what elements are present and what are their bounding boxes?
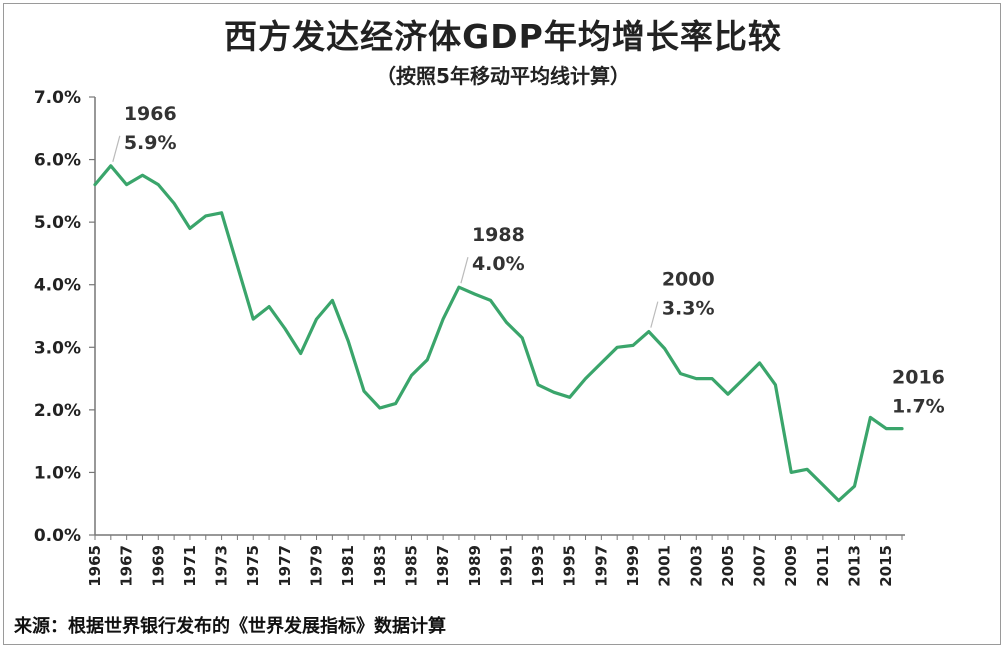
x-tick-label: 2007 xyxy=(751,545,769,587)
annotation-value: 3.3% xyxy=(662,298,715,320)
series-line xyxy=(93,164,904,503)
x-tick-label: 1997 xyxy=(592,545,610,587)
y-tick-labels: 0.0% 1.0% 2.0% 3.0% 4.0% 5.0% 6.0% 7.0% xyxy=(34,88,81,546)
x-tick-label: 2001 xyxy=(656,545,674,587)
y-tick-label: 0.0% xyxy=(34,526,81,546)
chart-frame xyxy=(3,3,1001,645)
annotation-year: 1966 xyxy=(124,103,177,125)
chart-title: 西方发达经济体GDP年均增长率比较 xyxy=(224,17,782,56)
x-tick-label: 1995 xyxy=(561,545,579,587)
y-tick-label: 2.0% xyxy=(34,401,81,421)
y-tick-label: 1.0% xyxy=(34,463,81,483)
annotation-leader xyxy=(460,257,469,284)
annotation-value: 1.7% xyxy=(892,396,945,418)
annotations: 1966 5.9% 1988 4.0% 2000 3.3% 2016 1.7% xyxy=(112,103,945,418)
y-tick-label: 4.0% xyxy=(34,276,81,296)
annotation-year: 2016 xyxy=(892,367,945,389)
annotation-value: 4.0% xyxy=(472,253,525,275)
x-tick-label: 1977 xyxy=(276,545,294,587)
axes xyxy=(89,96,905,540)
x-tick-label: 1965 xyxy=(86,545,104,587)
x-tick-label: 1999 xyxy=(624,545,642,587)
x-tick-label: 1967 xyxy=(118,545,136,587)
x-tick-label: 1983 xyxy=(371,545,389,587)
annotation-year: 2000 xyxy=(662,269,715,291)
x-tick-label: 2009 xyxy=(782,545,800,587)
x-tick-label: 1989 xyxy=(466,545,484,587)
x-tick-labels: 1965 1967 1969 1971 1973 1975 1977 1979 1981 1983… xyxy=(86,545,895,587)
annotation-leader xyxy=(650,301,659,328)
y-tick-label: 6.0% xyxy=(34,151,81,171)
chart-subtitle: （按照5年移动平均线计算） xyxy=(376,64,630,88)
y-tick-label: 3.0% xyxy=(34,338,81,358)
annotation-value: 5.9% xyxy=(124,132,177,154)
x-tick-label: 1971 xyxy=(181,545,199,587)
x-tick-label: 1975 xyxy=(244,545,262,587)
y-tick-label: 7.0% xyxy=(34,88,81,108)
annotation-year: 1988 xyxy=(472,224,525,246)
annotation-leader xyxy=(112,135,121,162)
x-tick-label: 1993 xyxy=(529,545,547,587)
x-tick-label: 1981 xyxy=(339,545,357,587)
x-tick-label: 1991 xyxy=(497,545,515,587)
y-tick-label: 5.0% xyxy=(34,213,81,233)
series-line-path xyxy=(93,164,904,503)
x-tick-label: 2015 xyxy=(877,545,895,587)
x-tick-label: 2003 xyxy=(687,545,705,587)
source-note: 来源：根据世界银行发布的《世界发展指标》数据计算 xyxy=(14,616,446,637)
x-tick-label: 1973 xyxy=(213,545,231,587)
x-tick-label: 2013 xyxy=(846,545,864,587)
x-tick-label: 2011 xyxy=(814,545,832,587)
x-tick-label: 2005 xyxy=(719,545,737,587)
x-tick-label: 1985 xyxy=(402,545,420,587)
x-tick-label: 1979 xyxy=(308,545,326,587)
x-tick-label: 1969 xyxy=(149,545,167,587)
x-tick-label: 1987 xyxy=(434,545,452,587)
